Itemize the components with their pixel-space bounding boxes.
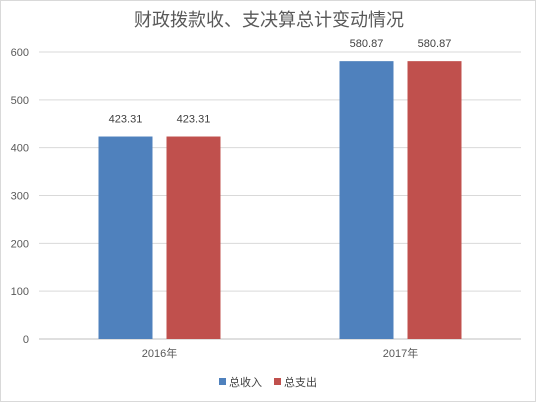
data-labels: 423.31 423.31 580.87 580.87 [109, 38, 452, 125]
legend-label: 总收入 [229, 375, 262, 389]
y-axis: 0 100 200 300 400 500 600 [11, 47, 29, 346]
y-tick-label: 0 [23, 334, 29, 346]
legend-swatch [219, 378, 226, 385]
x-tick-label: 2016年 [142, 346, 177, 360]
data-label: 423.31 [109, 114, 143, 126]
bar [339, 61, 394, 340]
data-label: 580.87 [418, 38, 452, 50]
data-label: 423.31 [177, 114, 211, 126]
legend-swatch [274, 378, 281, 385]
chart-title: 财政拨款收、支决算总计变动情况 [134, 10, 404, 31]
bar [166, 136, 221, 339]
x-tick-label: 2017年 [383, 346, 418, 360]
legend: 总收入 总支出 [219, 375, 317, 389]
y-tick-label: 400 [11, 143, 29, 155]
x-axis: 2016年 2017年 [142, 346, 418, 360]
legend-label: 总支出 [284, 375, 317, 389]
data-label: 580.87 [350, 38, 384, 50]
y-tick-label: 600 [11, 47, 29, 59]
bar [407, 61, 462, 340]
bars [98, 61, 462, 340]
y-tick-label: 100 [11, 286, 29, 298]
y-tick-label: 200 [11, 238, 29, 250]
y-tick-label: 300 [11, 191, 29, 203]
y-tick-label: 500 [11, 95, 29, 107]
bar [98, 136, 153, 339]
